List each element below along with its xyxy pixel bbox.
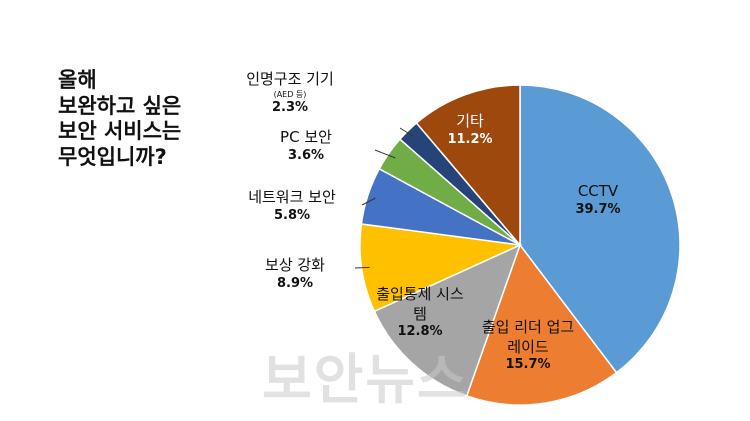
value-label: 8.9% — [276, 275, 314, 291]
annotation: (AED 등) — [273, 89, 307, 99]
category-label: 보상 강화 — [265, 256, 325, 274]
value-label: 12.8% — [397, 324, 443, 339]
title-line: 보안 서비스는 — [58, 119, 182, 144]
pie-slice — [519, 84, 681, 374]
pie-slice — [415, 84, 521, 248]
value-label: 5.8% — [273, 207, 311, 223]
category-label: 출입통제 시스템 — [376, 285, 464, 323]
leader-line — [361, 197, 376, 206]
slice-label: 인명구조 기기 (AED 등) 2.3% — [225, 70, 355, 117]
category-label: 인명구조 기기 — [246, 70, 334, 88]
category-label: 기타 — [456, 112, 484, 130]
category-label: 출입 리더 업그레이드 — [481, 318, 575, 356]
title-line: 무엇입니까? — [58, 144, 167, 169]
leader-line — [354, 266, 370, 269]
slice-label: 기타 11.2% — [435, 112, 505, 148]
slice-label: PC 보안 3.6% — [256, 128, 356, 164]
value-label: 3.6% — [287, 147, 325, 163]
value-label: 2.3% — [271, 99, 309, 115]
value-label: 39.7% — [575, 201, 621, 217]
leader-line — [374, 149, 396, 159]
slice-label: CCTV 39.7% — [553, 182, 643, 218]
pie-slice — [465, 243, 618, 406]
value-label: 11.2% — [447, 131, 493, 147]
pie-slice — [359, 223, 523, 313]
slice-label: 네트워크 보안 5.8% — [222, 188, 362, 224]
category-label: PC 보안 — [280, 128, 332, 146]
chart-title: 올해 보완하고 싶은 보안 서비스는 무엇입니까? — [58, 68, 181, 170]
value-label: 15.7% — [505, 357, 551, 372]
category-label: CCTV — [577, 182, 619, 200]
title-line: 올해 — [58, 68, 97, 92]
pie-slice — [373, 243, 522, 397]
slice-label: 출입통제 시스템 12.8% — [375, 285, 465, 341]
category-label: 네트워크 보안 — [248, 188, 336, 206]
title-line: 보완하고 싶은 — [58, 93, 182, 118]
slice-label: 출입 리더 업그레이드 15.7% — [478, 318, 578, 374]
watermark: 보안뉴스 — [262, 348, 469, 411]
leader-line — [399, 127, 414, 137]
slice-label: 보상 강화 8.9% — [240, 256, 350, 292]
